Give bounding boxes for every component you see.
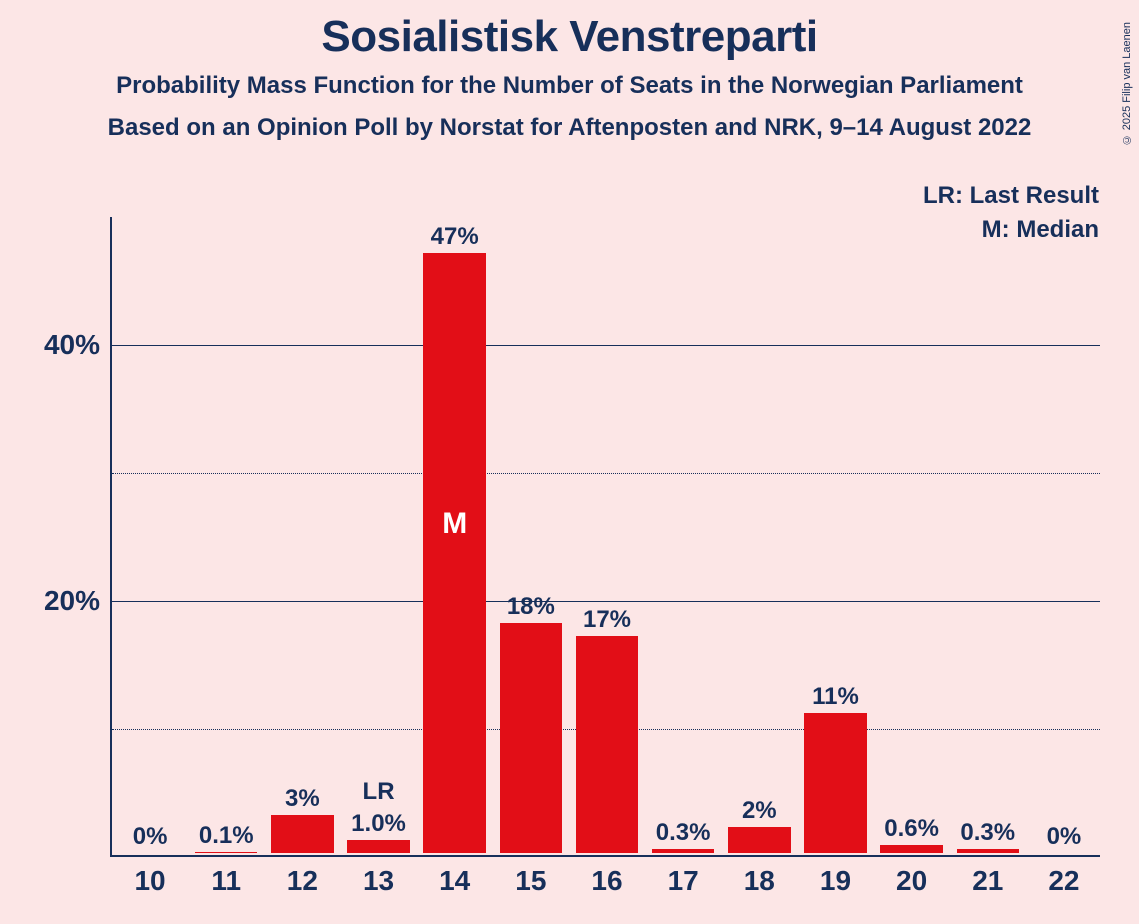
bar-annotation-median: M [442,507,467,541]
bar-value-label: 0.1% [199,822,254,850]
bar [576,636,638,853]
chart-title: Sosialistisk Venstreparti [0,12,1139,62]
bar [804,713,866,853]
bar [271,815,333,853]
bar-value-label: 0.6% [884,815,939,843]
x-axis-label: 20 [896,865,927,897]
x-axis-label: 14 [439,865,470,897]
bar [880,845,942,853]
x-axis-label: 12 [287,865,318,897]
x-axis-label: 18 [744,865,775,897]
bar [500,623,562,853]
x-axis-label: 10 [134,865,165,897]
x-axis-label: 21 [972,865,1003,897]
bar [652,849,714,853]
bar [728,827,790,853]
copyright: © 2025 Filip van Laenen [1121,22,1133,145]
plot: 20%40%100%110.1%123%13LR1.0%1447%M1518%1… [110,217,1100,857]
gridline-major [112,345,1100,346]
bar-value-label: 0% [1047,823,1082,851]
bar-value-label: 17% [583,606,631,634]
chart-area: 20%40%100%110.1%123%13LR1.0%1447%M1518%1… [110,217,1100,857]
bar [957,849,1019,853]
x-axis-label: 17 [668,865,699,897]
x-axis-label: 13 [363,865,394,897]
x-axis-label: 15 [515,865,546,897]
bar-value-label: 1.0% [351,810,406,838]
bar-value-label: 47% [431,223,479,251]
bar-value-label: 0% [133,823,168,851]
bar-value-label: 18% [507,593,555,621]
bar [347,840,409,853]
y-axis-label: 20% [44,585,100,617]
x-axis-label: 11 [211,865,241,897]
bar [423,253,485,853]
y-axis-label: 40% [44,329,100,361]
bar-value-label: 0.3% [656,819,711,847]
gridline-minor [112,473,1100,474]
bar-value-label: 3% [285,785,320,813]
x-axis-label: 19 [820,865,851,897]
legend-lr: LR: Last Result [923,182,1099,210]
bar-value-label: 0.3% [960,819,1015,847]
chart-subtitle-1: Probability Mass Function for the Number… [0,72,1139,100]
bar [195,852,257,853]
x-axis-label: 22 [1048,865,1079,897]
gridline-major [112,601,1100,602]
chart-subtitle-2: Based on an Opinion Poll by Norstat for … [0,114,1139,142]
bar-value-label: 2% [742,797,777,825]
bar-value-label: 11% [812,683,859,711]
bar-annotation-lr: LR [363,778,395,806]
x-axis-label: 16 [591,865,622,897]
